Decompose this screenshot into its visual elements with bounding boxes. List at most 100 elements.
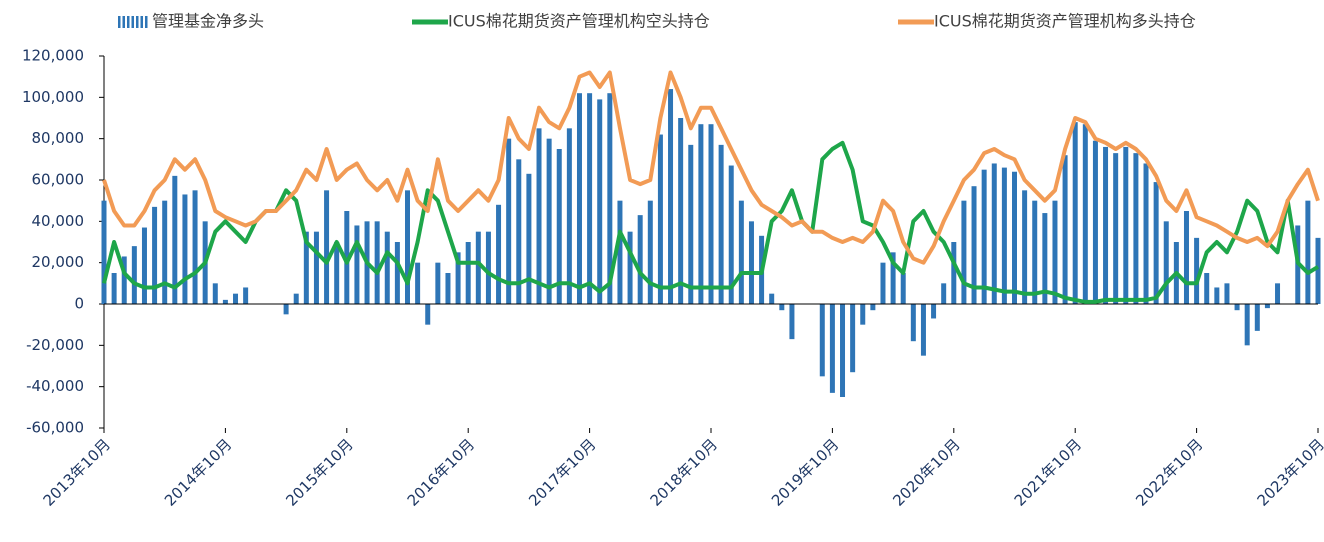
bar — [1092, 140, 1098, 304]
bar — [435, 262, 441, 304]
line — [102, 70, 1320, 265]
y-tick-label: 80,000 — [32, 129, 85, 147]
bar — [536, 128, 542, 304]
y-tick-label: -60,000 — [26, 419, 84, 437]
legend-swatch — [127, 16, 130, 28]
bar — [1183, 211, 1189, 304]
bar — [637, 215, 643, 304]
bar — [951, 242, 957, 304]
bar — [678, 118, 684, 304]
bar — [668, 89, 674, 304]
bar — [688, 144, 694, 304]
bar — [1275, 283, 1281, 304]
bar — [1224, 283, 1230, 304]
bar — [1133, 153, 1139, 304]
bar — [910, 304, 916, 342]
bar — [121, 256, 127, 304]
bar — [222, 299, 228, 304]
x-tick-label: 2020年10月 — [889, 435, 963, 509]
bar — [1143, 163, 1149, 304]
bar — [1022, 190, 1028, 304]
bar — [850, 304, 856, 373]
bar — [182, 194, 188, 304]
bar — [475, 231, 481, 304]
bar — [1032, 200, 1038, 304]
bar — [526, 173, 532, 304]
bar — [738, 200, 744, 304]
bar — [1103, 146, 1109, 304]
legend: 管理基金净多头 ICUS棉花期货资产管理机构空头持仓 ICUS棉花期货资产管理机构多… — [118, 12, 1196, 31]
bar — [212, 283, 218, 304]
bar — [880, 262, 886, 304]
bar — [718, 144, 724, 304]
bar — [344, 211, 350, 304]
x-tick-label: 2023年10月 — [1254, 435, 1324, 509]
bar — [1072, 122, 1078, 304]
y-tick-label: -40,000 — [26, 377, 84, 395]
legend-label: ICUS棉花期货资产管理机构空头持仓 — [448, 12, 710, 31]
y-tick-label: 40,000 — [32, 212, 85, 230]
bar — [1305, 200, 1311, 304]
x-tick-label: 2019年10月 — [768, 435, 842, 509]
bar — [1052, 200, 1058, 304]
bar — [647, 200, 653, 304]
bar — [162, 200, 168, 304]
bar — [1001, 167, 1007, 304]
bar — [1264, 304, 1270, 309]
bar — [819, 304, 825, 377]
legend-swatch — [131, 16, 134, 28]
bar — [141, 227, 147, 304]
bar — [789, 304, 795, 340]
x-tick-label: 2021年10月 — [1011, 435, 1085, 509]
legend-label: 管理基金净多头 — [152, 12, 264, 31]
bar — [283, 304, 289, 315]
bar — [769, 293, 775, 304]
bar — [566, 128, 572, 304]
bar — [546, 138, 552, 304]
bar — [1042, 213, 1048, 304]
bar — [961, 200, 967, 304]
bar — [405, 190, 410, 304]
bar — [708, 124, 714, 304]
bar — [303, 231, 309, 304]
bar — [1244, 304, 1250, 346]
bar — [991, 163, 997, 304]
bar — [657, 134, 663, 304]
legend-swatch — [140, 16, 143, 28]
legend-swatch — [136, 16, 139, 28]
y-tick-label: 120,000 — [22, 47, 84, 65]
bar — [779, 304, 785, 311]
x-tick-label: 2016年10月 — [404, 435, 478, 509]
bar — [496, 204, 502, 304]
bar — [1123, 146, 1129, 304]
bar — [445, 273, 451, 304]
legend-swatch — [145, 16, 148, 28]
bar — [1315, 237, 1321, 304]
x-tick-label: 2018年10月 — [647, 435, 721, 509]
bar — [1082, 124, 1088, 304]
bar — [415, 262, 421, 304]
bar — [971, 186, 977, 304]
bar — [394, 242, 400, 304]
bar — [485, 231, 491, 304]
x-tick-label: 2017年10月 — [525, 435, 599, 509]
bar — [192, 190, 198, 304]
bar — [1204, 273, 1210, 304]
bar — [354, 225, 360, 304]
line — [102, 140, 1320, 304]
bar — [728, 165, 734, 304]
legend-label: ICUS棉花期货资产管理机构多头持仓 — [934, 12, 1196, 31]
bar — [890, 252, 896, 304]
bar — [870, 304, 876, 311]
bar — [516, 159, 522, 304]
bar — [425, 304, 431, 325]
bar — [627, 231, 633, 304]
y-tick-label: 0 — [74, 295, 84, 313]
bar — [1254, 304, 1260, 331]
bar — [324, 190, 330, 304]
bar — [233, 293, 239, 304]
bar — [101, 200, 107, 304]
bar — [1062, 155, 1068, 304]
x-tick-label: 2014年10月 — [161, 435, 235, 509]
x-tick-label: 2022年10月 — [1132, 435, 1206, 509]
